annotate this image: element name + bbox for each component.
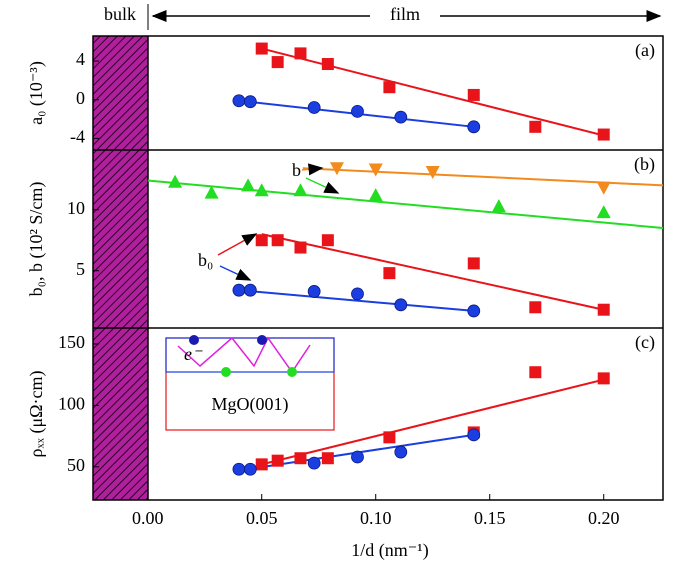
fit-line <box>261 378 604 466</box>
annotation-arrow <box>219 265 252 281</box>
film-label: film <box>390 4 420 24</box>
point <box>243 462 257 476</box>
annotation: b <box>292 160 301 180</box>
annotation-arrow <box>301 163 324 176</box>
point <box>255 234 268 247</box>
fit-line <box>238 289 474 312</box>
annotation-arrow <box>305 177 340 194</box>
scatter-center <box>257 335 267 345</box>
x-tick-label: 0.05 <box>246 508 278 528</box>
point <box>307 456 321 470</box>
point <box>529 366 542 379</box>
point <box>243 95 257 109</box>
panel-label: (c) <box>635 332 655 353</box>
annotation-arrow <box>217 233 258 256</box>
inset-film <box>165 337 335 373</box>
point <box>351 450 364 464</box>
point <box>596 205 611 219</box>
y-axis-label: b₀, b (10² S/cm) <box>26 182 47 297</box>
x-tick-label: 0.20 <box>588 508 620 528</box>
point <box>467 257 480 270</box>
point <box>321 452 334 465</box>
point <box>597 372 610 385</box>
point <box>597 303 610 316</box>
inset-frame <box>165 337 335 431</box>
annotation: b₀ <box>198 250 213 270</box>
y-tick-label: 4 <box>76 49 85 69</box>
point <box>254 183 269 197</box>
point <box>491 199 506 213</box>
point <box>293 183 308 197</box>
point <box>321 234 334 247</box>
bulk-label: bulk <box>104 4 136 24</box>
point <box>241 178 256 192</box>
point <box>329 162 344 176</box>
inset-substrate: MgO(001) <box>212 394 289 415</box>
x-tick-label: 0.10 <box>360 508 392 528</box>
point <box>394 445 408 459</box>
point <box>294 241 307 254</box>
point <box>529 301 542 314</box>
point <box>271 454 284 467</box>
fit-line <box>261 233 604 311</box>
point <box>294 452 307 465</box>
scatter-center <box>189 335 199 345</box>
bulk-region <box>93 36 148 500</box>
point <box>255 458 268 471</box>
point <box>467 304 481 318</box>
point <box>383 431 396 444</box>
point <box>394 298 408 312</box>
point <box>321 58 334 71</box>
point <box>232 283 246 297</box>
y-tick-label: -4 <box>70 127 85 147</box>
scatter-center <box>287 367 297 377</box>
point <box>596 181 611 195</box>
point <box>232 94 246 108</box>
y-axis-label: a₀ (10⁻³) <box>26 61 47 125</box>
point <box>368 188 383 202</box>
point <box>467 428 481 442</box>
point <box>425 165 440 179</box>
inset-electron: e⁻ <box>184 344 203 364</box>
point <box>467 88 480 101</box>
plot-frame <box>92 35 664 501</box>
point <box>351 104 364 118</box>
scatter-center <box>221 367 231 377</box>
point <box>307 285 321 298</box>
point <box>243 283 257 297</box>
x-tick-label: 0.00 <box>132 508 164 528</box>
point <box>255 42 268 55</box>
y-tick-label: 100 <box>58 394 85 414</box>
point <box>271 234 284 247</box>
panel-label: (b) <box>634 154 655 175</box>
y-tick-label: 0 <box>76 88 85 108</box>
fit-line <box>147 179 664 230</box>
y-tick-label: 5 <box>76 259 85 279</box>
point <box>529 120 542 133</box>
point <box>307 101 321 114</box>
point <box>467 120 481 134</box>
panel-label: (a) <box>635 40 655 61</box>
point <box>294 47 307 60</box>
x-axis-label: 1/d (nm⁻¹) <box>351 540 428 561</box>
point <box>597 128 610 141</box>
point <box>204 185 219 199</box>
fit-line <box>261 47 604 137</box>
point <box>394 110 408 124</box>
point <box>383 81 396 94</box>
point <box>168 174 183 188</box>
y-tick-label: 50 <box>67 455 85 475</box>
y-axis-label: ρₓₓ (μΩ·cm) <box>26 371 47 458</box>
point <box>232 462 246 476</box>
y-tick-label: 10 <box>67 198 85 218</box>
x-tick-label: 0.15 <box>474 508 506 528</box>
point <box>271 56 284 69</box>
point <box>383 267 396 280</box>
point <box>368 163 383 177</box>
point <box>351 287 364 301</box>
y-tick-label: 150 <box>58 332 85 352</box>
